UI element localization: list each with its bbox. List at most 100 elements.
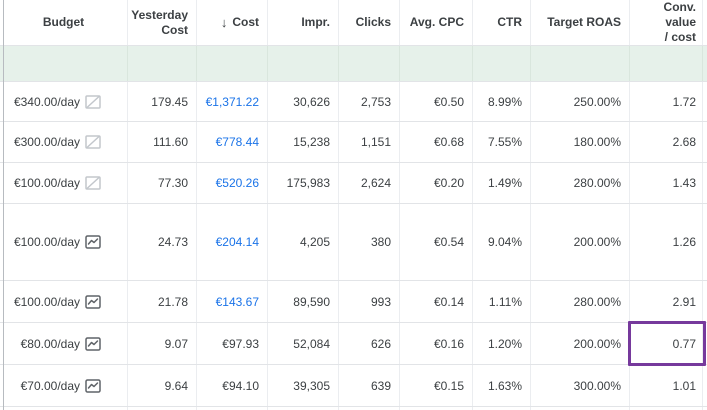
impressions-cell: 52,084 [268,323,339,364]
budget-cell: €340.00/day [0,82,128,121]
impressions-cell: 89,590 [268,281,339,322]
cost-cell[interactable]: €1,371.22 [197,82,268,121]
cost-cell[interactable]: €143.67 [197,281,268,322]
column-header-conv-value-cost[interactable]: Conv. value / cost [630,0,703,45]
cost-cell[interactable]: €520.26 [197,163,268,203]
ctr-cell: 1.20% [473,323,531,364]
summary-cell [703,46,707,81]
cost-cell[interactable]: €204.14 [197,204,268,280]
performance-chart-icon[interactable] [85,235,101,249]
column-header-budget[interactable]: Budget [0,0,128,45]
budget-value[interactable]: €100.00/day [13,294,80,309]
target-roas-cell: 300.00% [531,365,630,406]
column-header-cost-label: Cost [232,15,259,29]
yesterday-cost-cell: 21.78 [128,281,197,322]
target-roas-cell: 280.00% [531,163,630,203]
budget-cell: €100.00/day [0,163,128,203]
summary-cell [128,46,197,81]
table-row: €80.00/day 9.07 €97.93 52,084 626 €0.16 … [0,323,707,365]
column-header-impressions[interactable]: Impr. [268,0,339,45]
column-header-target-roas[interactable]: Target ROAS [531,0,630,45]
conv-value-cost-cell: 0.77 [630,323,703,364]
conv-value-cost-cell: 2.68 [630,122,703,162]
scroll-gutter [703,365,707,406]
clicks-cell: 993 [339,281,400,322]
performance-chart-disabled-icon[interactable] [85,135,101,149]
performance-chart-icon[interactable] [85,378,101,393]
performance-chart-disabled-icon[interactable] [85,94,101,109]
avg-cpc-cell: €0.20 [400,163,473,203]
ctr-cell: 7.55% [473,122,531,162]
target-roas-cell: 180.00% [531,122,630,162]
summary-cell [197,46,268,81]
performance-chart-icon[interactable] [85,294,101,309]
cost-cell[interactable]: €778.44 [197,122,268,162]
budget-value[interactable]: €300.00/day [13,135,80,149]
column-header-cost[interactable]: ↓ Cost [197,0,268,45]
column-header-avg-cpc[interactable]: Avg. CPC [400,0,473,45]
table-row: €340.00/day 179.45 €1,371.22 30,626 2,75… [0,82,707,122]
summary-cell [531,46,630,81]
budget-value[interactable]: €100.00/day [13,176,80,190]
yesterday-cost-cell: 24.73 [128,204,197,280]
conv-value-cost-cell: 1.43 [630,163,703,203]
yesterday-cost-cell: 9.64 [128,365,197,406]
column-header-yesterday-cost[interactable]: Yesterday Cost [128,0,197,45]
summary-cell [0,46,128,81]
avg-cpc-cell: €0.16 [400,323,473,364]
performance-chart-icon[interactable] [85,336,101,351]
ctr-cell: 9.04% [473,204,531,280]
scroll-gutter [703,122,707,162]
ctr-cell: 1.49% [473,163,531,203]
summary-cell [339,46,400,81]
column-header-clicks[interactable]: Clicks [339,0,400,45]
scroll-gutter [703,0,707,45]
sort-descending-icon: ↓ [220,15,228,30]
performance-chart-disabled-icon[interactable] [85,176,101,190]
impressions-cell: 175,983 [268,163,339,203]
avg-cpc-cell: €0.54 [400,204,473,280]
conv-value-cost-cell: 1.72 [630,82,703,121]
ctr-cell: 1.63% [473,365,531,406]
budget-value[interactable]: €80.00/day [20,336,80,351]
summary-cell [268,46,339,81]
target-roas-cell: 250.00% [531,82,630,121]
summary-cell [400,46,473,81]
conv-value-cost-cell: 1.26 [630,204,703,280]
impressions-cell: 4,205 [268,204,339,280]
impressions-cell: 39,305 [268,365,339,406]
ctr-cell: 1.11% [473,281,531,322]
frozen-column-divider [3,0,4,410]
budget-value[interactable]: €100.00/day [13,235,80,249]
scroll-gutter [703,204,707,280]
budget-cell: €100.00/day [0,281,128,322]
column-header-ctr[interactable]: CTR [473,0,531,45]
avg-cpc-cell: €0.14 [400,281,473,322]
yesterday-cost-cell: 9.07 [128,323,197,364]
budget-value[interactable]: €70.00/day [20,378,80,393]
budget-value[interactable]: €340.00/day [13,94,80,109]
clicks-cell: 380 [339,204,400,280]
budget-cell: €70.00/day [0,365,128,406]
ctr-cell: 8.99% [473,82,531,121]
avg-cpc-cell: €0.15 [400,365,473,406]
cost-cell[interactable]: €97.93 [197,323,268,364]
impressions-cell: 15,238 [268,122,339,162]
conv-value-cost-cell: 2.91 [630,281,703,322]
cost-cell[interactable]: €94.10 [197,365,268,406]
yesterday-cost-cell: 111.60 [128,122,197,162]
clicks-cell: 639 [339,365,400,406]
table-header-row: Budget Yesterday Cost ↓ Cost Impr. Click… [0,0,707,46]
partial-row [0,407,707,410]
summary-cell [630,46,703,81]
target-roas-cell: 280.00% [531,281,630,322]
avg-cpc-cell: €0.68 [400,122,473,162]
scroll-gutter [703,281,707,322]
budget-cell: €300.00/day [0,122,128,162]
table-row: €300.00/day 111.60 €778.44 15,238 1,151 … [0,122,707,163]
target-roas-cell: 200.00% [531,323,630,364]
table-row: €70.00/day 9.64 €94.10 39,305 639 €0.15 … [0,365,707,407]
scroll-gutter [703,163,707,203]
impressions-cell: 30,626 [268,82,339,121]
